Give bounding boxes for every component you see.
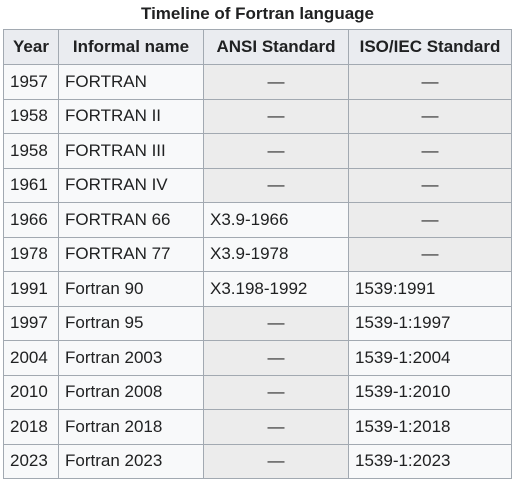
cell-iso-iec-standard: — [348,64,512,100]
table-row: 2010 Fortran 2008—1539-1:2010 [3,374,512,410]
cell-ansi-standard: — [203,340,349,376]
cell-ansi-standard: — [203,409,349,445]
cell-ansi-standard: — [203,64,349,100]
cell-year: 1958 [3,98,59,134]
cell-ansi-standard: X3.9-1966 [203,202,349,238]
table-row: 1978 FORTRAN 77 X3.9-1978— [3,236,512,272]
table-row: 2018 Fortran 2018—1539-1:2018 [3,409,512,445]
cell-informal-name: Fortran 2023 [58,443,204,479]
table-row: 1991 Fortran 90 X3.198-1992 1539:1991 [3,271,512,307]
cell-year: 1957 [3,64,59,100]
header-ansi-standard[interactable]: ANSI Standard [203,29,349,65]
cell-informal-name: FORTRAN [58,64,204,100]
cell-informal-name: FORTRAN III [58,133,204,169]
table-caption: Timeline of Fortran language [141,4,374,23]
cell-iso-iec-standard: — [348,202,512,238]
table-row: 1961 FORTRAN IV — — [3,167,512,203]
cell-ansi-standard: — [203,443,349,479]
cell-iso-iec-standard: 1539:1991 [348,271,512,307]
table-row: 1966 FORTRAN 66 X3.9-1966— [3,202,512,238]
header-iso-iec-standard[interactable]: ISO/IEC Standard [348,29,512,65]
cell-informal-name: Fortran 2008 [58,374,204,410]
cell-year: 1991 [3,271,59,307]
table-header-row: Year Informal name ANSI Standard ISO/IEC… [3,29,512,65]
cell-iso-iec-standard: 1539-1:2004 [348,340,512,376]
cell-iso-iec-standard: 1539-1:2023 [348,443,512,479]
cell-informal-name: FORTRAN 66 [58,202,204,238]
table-row: 1958 FORTRAN III — — [3,133,512,169]
cell-iso-iec-standard: 1539-1:2010 [348,374,512,410]
cell-ansi-standard: — [203,305,349,341]
cell-informal-name: Fortran 90 [58,271,204,307]
cell-ansi-standard: — [203,98,349,134]
cell-year: 1961 [3,167,59,203]
fortran-timeline-table: Year Informal name ANSI Standard ISO/IEC… [3,29,512,479]
table-row: 2004 Fortran 2003—1539-1:2004 [3,340,512,376]
cell-year: 1958 [3,133,59,169]
cell-informal-name: FORTRAN IV [58,167,204,203]
table-row: 2023 Fortran 2023—1539-1:2023 [3,443,512,479]
cell-year: 2004 [3,340,59,376]
cell-iso-iec-standard: — [348,133,512,169]
cell-informal-name: Fortran 2018 [58,409,204,445]
cell-ansi-standard: X3.198-1992 [203,271,349,307]
cell-informal-name: Fortran 95 [58,305,204,341]
cell-iso-iec-standard: — [348,167,512,203]
table-row: 1958 FORTRAN II — — [3,98,512,134]
header-year[interactable]: Year [3,29,59,65]
cell-iso-iec-standard: 1539-1:2018 [348,409,512,445]
cell-informal-name: FORTRAN 77 [58,236,204,272]
cell-year: 1978 [3,236,59,272]
cell-iso-iec-standard: 1539-1:1997 [348,305,512,341]
cell-year: 1997 [3,305,59,341]
table-body: 1957 FORTRAN — —1958 FORTRAN II — —1958 FORTRAN… [3,64,512,479]
cell-year: 1966 [3,202,59,238]
cell-iso-iec-standard: — [348,98,512,134]
cell-informal-name: FORTRAN II [58,98,204,134]
table-row: 1997 Fortran 95—1539-1:1997 [3,305,512,341]
table-row: 1957 FORTRAN — — [3,64,512,100]
cell-year: 2010 [3,374,59,410]
header-informal-name[interactable]: Informal name [58,29,204,65]
cell-informal-name: Fortran 2003 [58,340,204,376]
cell-year: 2018 [3,409,59,445]
cell-year: 2023 [3,443,59,479]
cell-ansi-standard: — [203,167,349,203]
cell-iso-iec-standard: — [348,236,512,272]
cell-ansi-standard: — [203,374,349,410]
cell-ansi-standard: — [203,133,349,169]
cell-ansi-standard: X3.9-1978 [203,236,349,272]
